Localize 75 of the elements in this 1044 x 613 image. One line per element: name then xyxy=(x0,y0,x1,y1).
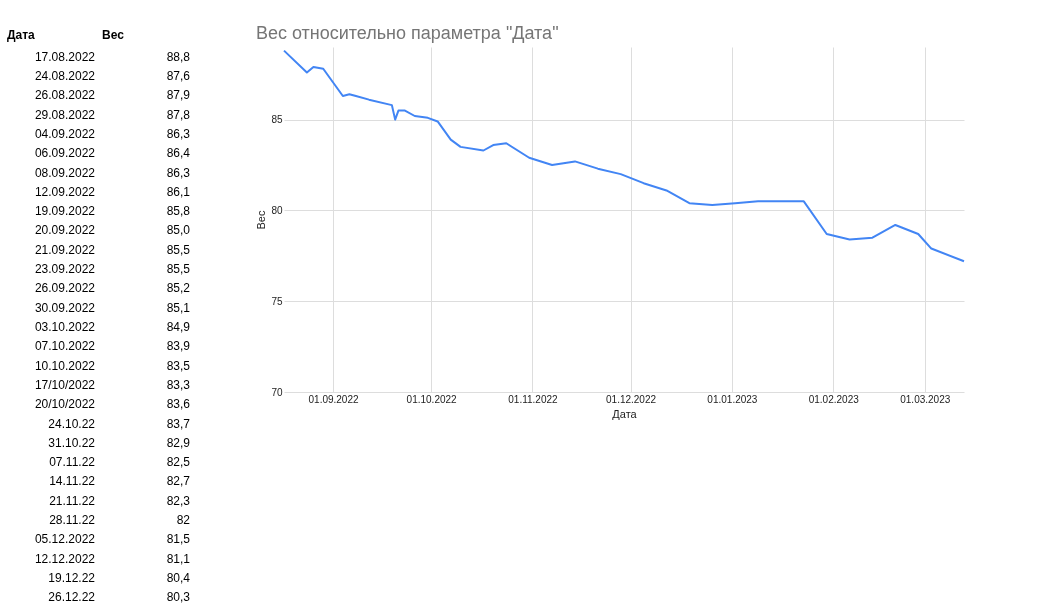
text: 20/10/2022 xyxy=(34,397,96,412)
text: 86,3 xyxy=(166,165,191,180)
y-tick-label: 85 xyxy=(271,114,283,126)
y-tick-label: 75 xyxy=(271,295,283,307)
text: 19.09.2022 xyxy=(34,204,96,219)
y-tick-label: 70 xyxy=(271,386,283,398)
text: 08.09.2022 xyxy=(34,165,96,180)
text: 85,1 xyxy=(166,300,191,315)
text: 83,3 xyxy=(166,377,191,392)
x-tick-label: 01.12.2022 xyxy=(606,393,657,405)
text: 12.09.2022 xyxy=(34,184,96,199)
x-tick-label: 01.11.2022 xyxy=(508,393,559,405)
text: 85,0 xyxy=(166,223,191,238)
text: 26.09.2022 xyxy=(34,281,96,296)
text: 82,3 xyxy=(166,493,191,508)
text: 85,5 xyxy=(166,242,191,257)
text: 84,9 xyxy=(166,320,191,334)
text: 17.08.2022 xyxy=(34,49,96,64)
y-tick-label: 80 xyxy=(271,204,283,216)
chart-title: Вес относительно параметра "Дата" xyxy=(255,23,559,43)
text: 86,3 xyxy=(166,126,191,141)
text: 87,9 xyxy=(166,88,191,103)
text: 80,3 xyxy=(166,590,191,605)
text: Вес xyxy=(102,28,125,42)
text: 86,4 xyxy=(166,146,191,161)
text: Дата xyxy=(7,28,36,42)
text: 86,1 xyxy=(166,184,191,199)
text: 07.10.2022 xyxy=(34,339,96,354)
text: 04.09.2022 xyxy=(34,126,96,141)
text: 24.10.22 xyxy=(48,416,96,431)
text: 17/10/2022 xyxy=(34,377,96,392)
text: 28.11.22 xyxy=(49,513,96,528)
text: 88,8 xyxy=(166,49,191,64)
text: 85,8 xyxy=(166,204,191,219)
x-tick-label: 01.10.2022 xyxy=(406,393,458,405)
line-series xyxy=(283,49,965,263)
text: 19.12.22 xyxy=(48,571,96,586)
text: 10.10.2022 xyxy=(34,358,96,373)
text: 82,9 xyxy=(166,435,191,450)
text: 21.09.2022 xyxy=(34,242,96,257)
text: 29.08.2022 xyxy=(34,107,96,122)
text: 24.08.2022 xyxy=(34,68,96,83)
text: 83,9 xyxy=(166,339,191,354)
text: 81,1 xyxy=(166,551,191,566)
x-tick-label: 01.03.2023 xyxy=(900,393,951,405)
text: 21.11.22 xyxy=(49,493,96,508)
text: 87,8 xyxy=(166,107,191,122)
text: 31.10.22 xyxy=(48,435,96,450)
text: 83,5 xyxy=(166,358,191,373)
text: 12.12.2022 xyxy=(34,551,96,566)
text: 87,6 xyxy=(166,68,191,83)
text: 26.12.22 xyxy=(48,590,96,605)
text: 83,6 xyxy=(166,397,191,412)
y-axis-title: Вес xyxy=(255,210,268,230)
text: 23.09.2022 xyxy=(34,262,96,277)
text: 82,7 xyxy=(166,474,191,489)
text: 81,5 xyxy=(166,532,191,547)
x-axis-title: Дата xyxy=(612,407,638,420)
text: 14.11.22 xyxy=(49,474,96,489)
text: 85,2 xyxy=(166,281,191,296)
x-tick-label: 01.01.2023 xyxy=(707,393,758,405)
text: 80,4 xyxy=(166,571,191,586)
text: 06.09.2022 xyxy=(34,146,96,161)
text: 82,5 xyxy=(166,455,191,470)
x-tick-label: 01.09.2022 xyxy=(308,393,359,405)
text: 85,5 xyxy=(166,262,191,277)
text: 20.09.2022 xyxy=(34,223,96,238)
text: 03.10.2022 xyxy=(34,320,96,334)
text: 26.08.2022 xyxy=(34,88,96,103)
text: 07.11.22 xyxy=(49,455,96,470)
text: 83,7 xyxy=(166,416,191,431)
text: 82 xyxy=(176,513,191,528)
text: 05.12.2022 xyxy=(34,532,96,547)
x-tick-label: 01.02.2023 xyxy=(808,393,860,405)
text: 30.09.2022 xyxy=(34,300,96,315)
